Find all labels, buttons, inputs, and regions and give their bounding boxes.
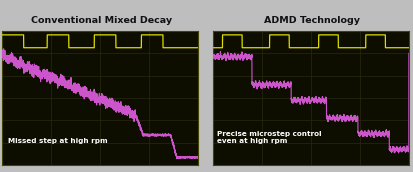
Text: Precise microstep control
even at high rpm: Precise microstep control even at high r… <box>216 131 321 144</box>
Text: ADMD Technology: ADMD Technology <box>264 16 360 25</box>
Text: Conventional Mixed Decay: Conventional Mixed Decay <box>31 16 172 25</box>
Text: Missed step at high rpm: Missed step at high rpm <box>8 138 107 143</box>
